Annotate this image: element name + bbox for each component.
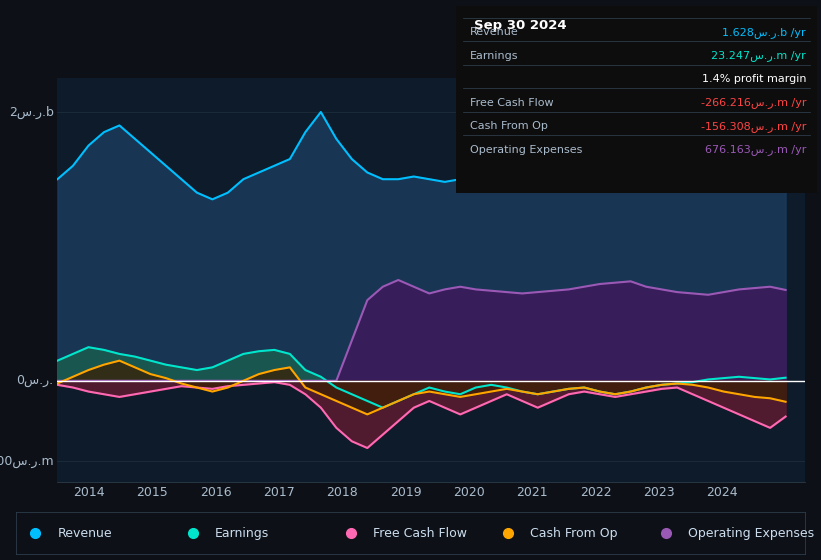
Text: Free Cash Flow: Free Cash Flow: [470, 97, 553, 108]
Text: 676.163س.ر.m /yr: 676.163س.ر.m /yr: [704, 144, 806, 155]
Text: 1.4% profit margin: 1.4% profit margin: [702, 74, 806, 84]
Text: Cash From Op: Cash From Op: [530, 527, 617, 540]
Text: 2س.ر.b: 2س.ر.b: [9, 105, 53, 119]
Text: Sep 30 2024: Sep 30 2024: [474, 18, 566, 32]
Text: Operating Expenses: Operating Expenses: [688, 527, 814, 540]
Text: Earnings: Earnings: [470, 51, 519, 61]
Text: Revenue: Revenue: [57, 527, 112, 540]
Text: -156.308س.ر.m /yr: -156.308س.ر.m /yr: [700, 120, 806, 132]
Text: Operating Expenses: Operating Expenses: [470, 144, 582, 155]
Text: 1.628س.ر.b /yr: 1.628س.ر.b /yr: [722, 27, 806, 38]
Text: 23.247س.ر.m /yr: 23.247س.ر.m /yr: [711, 50, 806, 61]
Text: Earnings: Earnings: [215, 527, 269, 540]
Text: Cash From Op: Cash From Op: [470, 121, 548, 131]
Text: Revenue: Revenue: [470, 27, 519, 38]
Text: -600س.ر.m: -600س.ر.m: [0, 455, 53, 468]
Text: -266.216س.ر.m /yr: -266.216س.ر.m /yr: [700, 97, 806, 108]
Text: Free Cash Flow: Free Cash Flow: [373, 527, 466, 540]
Text: 0س.ر.: 0س.ر.: [16, 374, 53, 388]
